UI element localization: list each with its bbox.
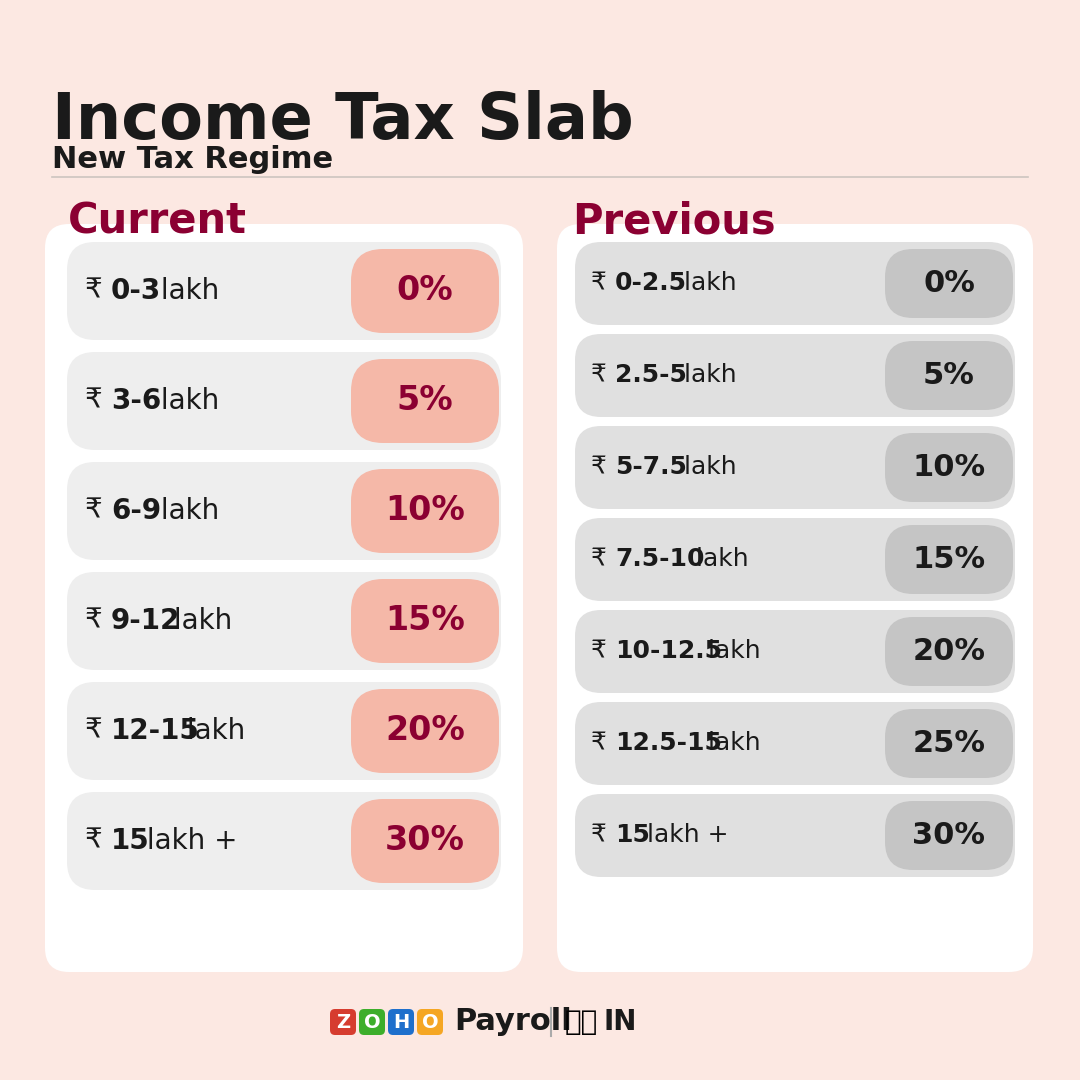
Text: 5%: 5% <box>923 361 975 390</box>
Text: 5%: 5% <box>396 384 454 418</box>
FancyBboxPatch shape <box>575 334 1015 417</box>
FancyBboxPatch shape <box>575 610 1015 693</box>
FancyBboxPatch shape <box>885 617 1013 686</box>
FancyBboxPatch shape <box>575 518 1015 600</box>
Text: 0%: 0% <box>923 269 975 298</box>
Text: lakh: lakh <box>688 548 748 571</box>
Text: Income Tax Slab: Income Tax Slab <box>52 90 634 152</box>
Text: 0-3: 0-3 <box>111 276 161 305</box>
Text: lakh: lakh <box>151 387 219 415</box>
Text: 20%: 20% <box>386 715 464 747</box>
FancyBboxPatch shape <box>885 433 1013 502</box>
FancyBboxPatch shape <box>67 462 501 561</box>
Text: lakh: lakh <box>701 639 761 663</box>
Text: 20%: 20% <box>913 637 986 666</box>
Text: lakh: lakh <box>178 717 246 745</box>
Text: 30%: 30% <box>913 821 986 850</box>
FancyBboxPatch shape <box>67 792 501 890</box>
Text: 0-2.5: 0-2.5 <box>615 271 687 296</box>
FancyBboxPatch shape <box>388 1009 414 1035</box>
FancyBboxPatch shape <box>417 1009 443 1035</box>
Text: lakh: lakh <box>676 364 737 388</box>
Text: 10%: 10% <box>386 495 464 527</box>
FancyBboxPatch shape <box>67 572 501 670</box>
FancyBboxPatch shape <box>885 525 1013 594</box>
Text: 🇮🇳: 🇮🇳 <box>565 1008 598 1036</box>
Text: ₹: ₹ <box>85 607 103 635</box>
Text: 7.5-10: 7.5-10 <box>615 548 704 571</box>
Text: 15: 15 <box>615 823 650 848</box>
Text: 6-9: 6-9 <box>111 497 161 525</box>
FancyBboxPatch shape <box>575 794 1015 877</box>
Text: H: H <box>393 1013 409 1031</box>
FancyBboxPatch shape <box>351 799 499 883</box>
FancyBboxPatch shape <box>885 341 1013 410</box>
FancyBboxPatch shape <box>885 801 1013 870</box>
FancyBboxPatch shape <box>67 352 501 450</box>
Text: 12.5-15: 12.5-15 <box>615 731 721 756</box>
Text: New Tax Regime: New Tax Regime <box>52 145 333 174</box>
Text: lakh: lakh <box>151 497 219 525</box>
Text: 10-12.5: 10-12.5 <box>615 639 723 663</box>
Text: 10%: 10% <box>913 453 986 482</box>
Text: 0%: 0% <box>396 274 454 308</box>
Text: ₹: ₹ <box>591 271 607 296</box>
Text: ₹: ₹ <box>591 731 607 756</box>
Text: 5-7.5: 5-7.5 <box>615 456 687 480</box>
FancyBboxPatch shape <box>67 681 501 780</box>
FancyBboxPatch shape <box>351 579 499 663</box>
Text: ₹: ₹ <box>85 717 103 745</box>
Text: 9-12: 9-12 <box>111 607 180 635</box>
FancyBboxPatch shape <box>67 242 501 340</box>
Text: ₹: ₹ <box>85 827 103 855</box>
Text: 2.5-5: 2.5-5 <box>615 364 687 388</box>
Text: ₹: ₹ <box>85 387 103 415</box>
Text: lakh: lakh <box>676 456 737 480</box>
Text: lakh: lakh <box>676 271 737 296</box>
FancyBboxPatch shape <box>351 469 499 553</box>
Text: Payroll: Payroll <box>454 1008 571 1037</box>
Text: lakh: lakh <box>151 276 219 305</box>
Text: Z: Z <box>336 1013 350 1031</box>
Text: 15%: 15% <box>386 605 464 637</box>
Text: ₹: ₹ <box>591 548 607 571</box>
Text: O: O <box>364 1013 380 1031</box>
Text: IN: IN <box>603 1008 636 1036</box>
Text: Previous: Previous <box>572 200 775 242</box>
Text: lakh +: lakh + <box>138 827 238 855</box>
FancyBboxPatch shape <box>45 224 523 972</box>
Text: lakh +: lakh + <box>639 823 729 848</box>
Text: ₹: ₹ <box>85 497 103 525</box>
Text: Current: Current <box>68 200 247 242</box>
Text: ₹: ₹ <box>85 276 103 305</box>
Text: 12-15: 12-15 <box>111 717 200 745</box>
FancyBboxPatch shape <box>575 242 1015 325</box>
Text: ₹: ₹ <box>591 639 607 663</box>
Text: 15%: 15% <box>913 545 986 573</box>
FancyBboxPatch shape <box>351 249 499 333</box>
FancyBboxPatch shape <box>351 689 499 773</box>
Text: lakh: lakh <box>165 607 232 635</box>
FancyBboxPatch shape <box>557 224 1032 972</box>
FancyBboxPatch shape <box>575 426 1015 509</box>
Text: 15: 15 <box>111 827 150 855</box>
Text: ₹: ₹ <box>591 364 607 388</box>
FancyBboxPatch shape <box>885 708 1013 778</box>
Text: ₹: ₹ <box>591 823 607 848</box>
FancyBboxPatch shape <box>885 249 1013 318</box>
Text: 3-6: 3-6 <box>111 387 161 415</box>
FancyBboxPatch shape <box>351 359 499 443</box>
FancyBboxPatch shape <box>575 702 1015 785</box>
Text: ₹: ₹ <box>591 456 607 480</box>
Text: O: O <box>421 1013 438 1031</box>
FancyBboxPatch shape <box>359 1009 384 1035</box>
FancyBboxPatch shape <box>330 1009 356 1035</box>
Text: 25%: 25% <box>913 729 986 758</box>
Text: 30%: 30% <box>386 824 464 858</box>
Text: lakh: lakh <box>701 731 761 756</box>
